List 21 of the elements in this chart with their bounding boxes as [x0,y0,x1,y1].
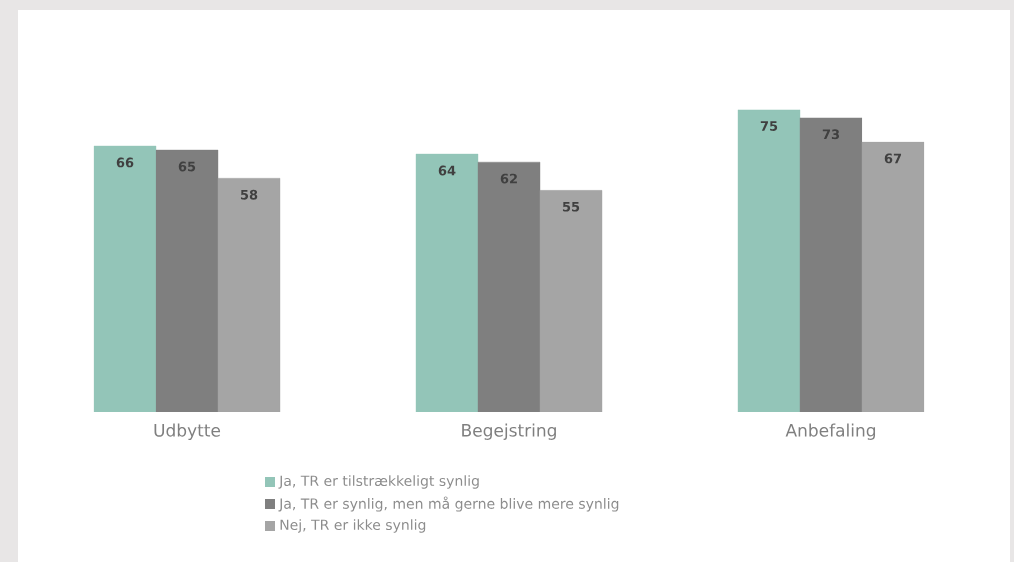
bar [415,153,479,412]
bar [477,161,541,412]
data-label: 66 [116,157,134,168]
data-label: 64 [438,165,456,176]
x-tick-label: Begejstring [462,423,556,440]
data-label: 67 [884,153,902,164]
bar [799,117,863,412]
legend-label: Nej, TR er ikke synlig [280,519,426,533]
legend-label: Ja, TR er tilstrækkeligt synlig [278,475,479,489]
legend-label: Ja, TR er synlig, men må gerne blive mere synlig [278,496,619,512]
x-tick-label: Anbefaling [785,423,876,440]
data-label: 62 [500,173,517,184]
data-label: 75 [760,121,778,131]
data-label: 55 [562,201,580,212]
bar [93,145,157,412]
data-label: 58 [240,189,258,200]
bar [737,109,801,412]
bar [155,149,219,412]
data-label: 65 [178,161,196,172]
x-tick-label: Udbytte [154,423,221,440]
data-label: 73 [822,129,840,140]
